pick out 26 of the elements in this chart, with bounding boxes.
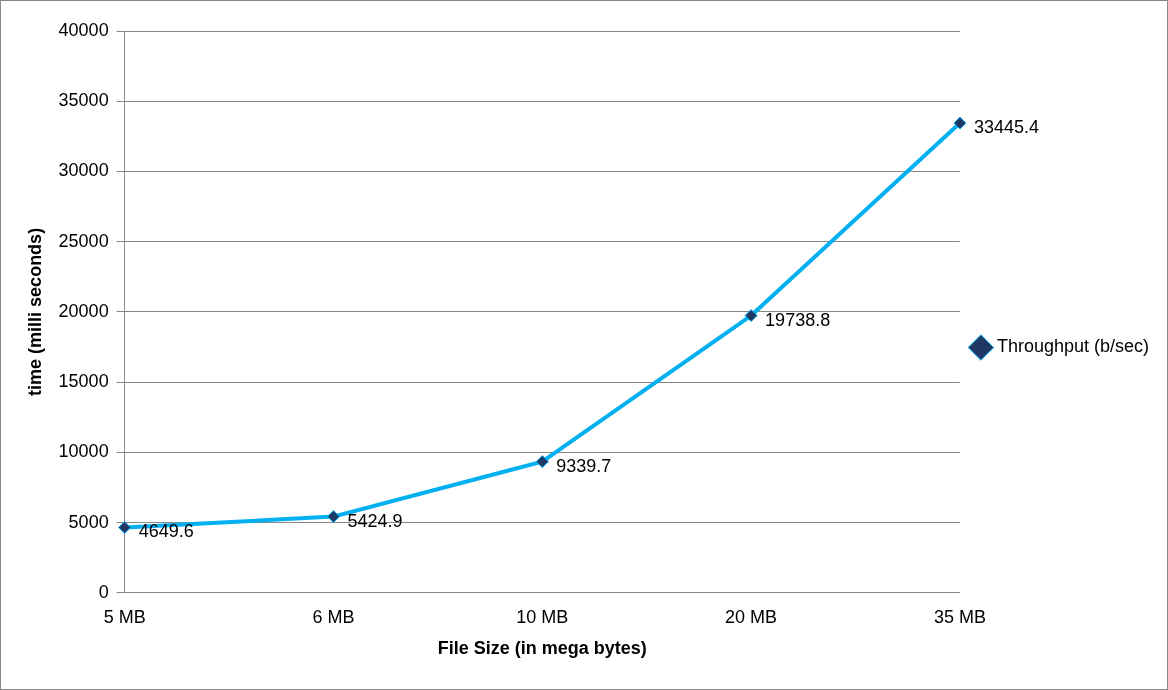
x-tick-label: 35 MB (933, 606, 986, 627)
y-tick-label: 25000 (58, 230, 109, 251)
x-tick-label: 20 MB (725, 606, 778, 627)
data-label: 33445.4 (973, 117, 1039, 138)
y-tick-label: 5000 (68, 511, 109, 532)
point (535, 455, 549, 469)
y-tick-label: 30000 (58, 160, 109, 181)
x-axis-title: File Size (in mega bytes) (437, 638, 647, 659)
point (953, 116, 967, 130)
y-tick-label: 35000 (58, 90, 109, 111)
legend-label: Throughput (b/sec) (996, 336, 1149, 357)
y-tick-label: 40000 (58, 19, 109, 40)
point (326, 510, 340, 524)
x-tick-label: 5 MB (103, 606, 146, 627)
y-tick-label: 0 (98, 581, 109, 602)
data-label: 4649.6 (138, 521, 194, 542)
y-tick-label: 10000 (58, 441, 109, 462)
data-label: 5424.9 (347, 510, 403, 531)
point (744, 309, 758, 323)
y-axis-title: time (milli seconds) (24, 227, 45, 396)
x-tick-label: 6 MB (312, 606, 355, 627)
data-label: 9339.7 (556, 455, 612, 476)
data-label: 19738.8 (765, 309, 831, 330)
y-tick-label: 15000 (58, 371, 109, 392)
x-tick-label: 10 MB (516, 606, 569, 627)
y-tick-label: 20000 (58, 300, 109, 321)
